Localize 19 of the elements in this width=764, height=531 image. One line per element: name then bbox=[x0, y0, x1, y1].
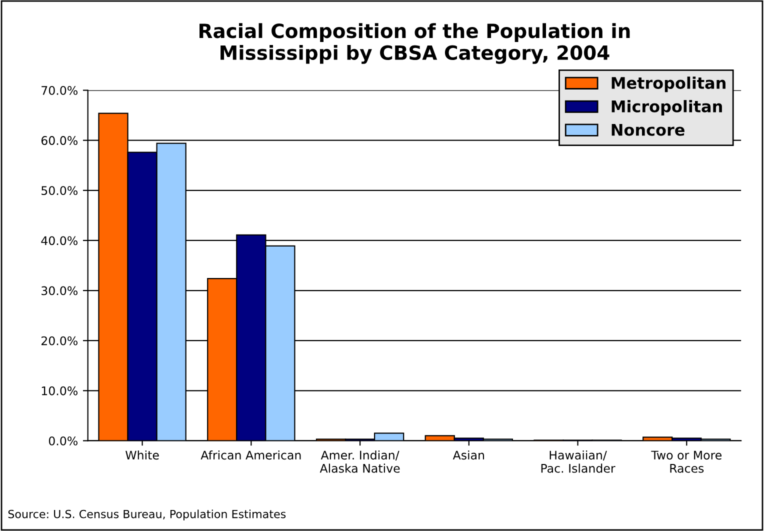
y-tick-label: 50.0% bbox=[42, 186, 78, 196]
y-tick-label: 20.0% bbox=[42, 336, 78, 346]
x-tick-label: Two or More Races bbox=[651, 450, 722, 473]
y-tick-label: 70.0% bbox=[42, 86, 78, 95]
legend-label: Micropolitan bbox=[612, 100, 722, 116]
y-tick-label: 40.0% bbox=[41, 236, 78, 246]
y-tick-label: 0.0% bbox=[48, 436, 78, 446]
legend-label: Metropolitan bbox=[612, 76, 726, 92]
legend-label: Noncore bbox=[612, 124, 684, 136]
y-tick-label: 60.0% bbox=[41, 136, 78, 145]
x-tick-label: African American bbox=[200, 450, 301, 460]
source-note: Source: U.S. Census Bureau, Population Estimates bbox=[8, 510, 286, 520]
x-tick-label: Asian bbox=[452, 450, 484, 460]
y-tick-label: 10.0% bbox=[42, 386, 78, 396]
x-tick-label: White bbox=[126, 450, 159, 460]
y-tick-label: 30.0% bbox=[42, 286, 78, 296]
x-tick-label: Hawaiian/ Pac. Islander bbox=[541, 450, 616, 473]
chart-title: Racial Composition of the Population in Mississippi by CBSA Category, 2004 bbox=[200, 23, 630, 64]
x-tick-label: Amer. Indian/ Alaska Native bbox=[320, 450, 400, 473]
